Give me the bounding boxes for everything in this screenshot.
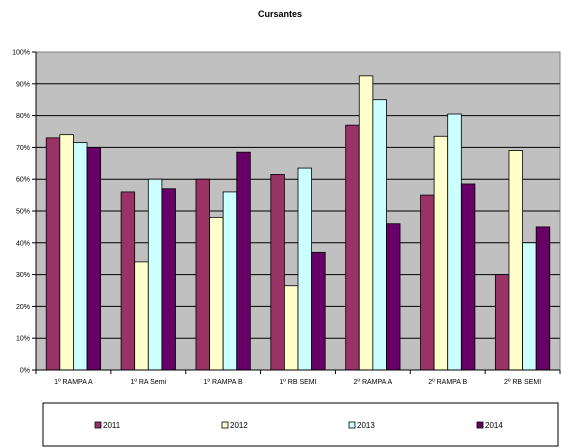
bar-2012-7	[508, 150, 523, 371]
bar-2012-5	[358, 75, 374, 371]
category-label: 1º RB SEMI	[279, 379, 316, 386]
bar-2013-5	[372, 99, 387, 371]
bar-2014-5	[386, 223, 401, 371]
bar-2014-4	[311, 251, 326, 371]
bar-2014-1	[86, 146, 102, 371]
bar-2012-2	[134, 261, 149, 371]
bar-2013-2	[147, 178, 163, 371]
bar-2013-6	[447, 113, 462, 371]
bar-2011-2	[120, 191, 136, 371]
bar-2012-1	[59, 134, 74, 371]
category-label: 1º RA Semi	[130, 379, 166, 386]
legend-label-2013: 2013	[357, 421, 375, 430]
y-tick-label: 10%	[16, 336, 30, 343]
bar-2011-6	[420, 194, 435, 371]
bar-2014-2	[161, 188, 176, 371]
legend-label-2012: 2012	[230, 421, 248, 430]
legend-swatch-2013	[348, 421, 356, 429]
legend-swatch-2011	[94, 421, 102, 429]
y-tick-label: 70%	[16, 145, 30, 152]
bar-2012-4	[283, 285, 299, 371]
category-label: 2º RAMPA A	[354, 379, 393, 386]
bar-2013-4	[297, 167, 313, 371]
bars	[45, 75, 551, 371]
bar-2013-1	[73, 142, 88, 371]
bar-2012-6	[433, 135, 449, 371]
bar-2013-7	[522, 242, 537, 371]
category-label: 1º RAMPA A	[54, 379, 93, 386]
y-tick-label: 0%	[20, 368, 30, 375]
legend-box	[42, 402, 559, 447]
y-tick-label: 30%	[16, 272, 30, 279]
legend-label-2014: 2014	[485, 421, 503, 430]
axes: 0% 10% 20% 30% 40% 50% 60% 70% 80% 90% 100% 1º RAMP…	[12, 50, 561, 386]
y-tick-label: 80%	[16, 113, 30, 120]
bar-2014-6	[460, 183, 476, 371]
y-tick-label: 20%	[16, 304, 30, 311]
y-tick-label: 100%	[12, 50, 30, 57]
legend-label-2011: 2011	[103, 421, 121, 430]
legend-swatch-2014	[476, 421, 484, 429]
bar-2011-4	[270, 174, 285, 371]
bar-2012-3	[209, 216, 224, 371]
bar-2014-7	[535, 226, 551, 371]
y-tick-label: 50%	[16, 209, 30, 216]
y-tick-label: 60%	[16, 177, 30, 184]
category-label: 2º RB SEMI	[504, 379, 541, 386]
bar-2014-3	[236, 151, 251, 371]
bar-2011-7	[494, 274, 510, 371]
y-tick-label: 40%	[16, 240, 30, 247]
bar-2011-5	[345, 124, 360, 371]
bar-2013-3	[222, 191, 238, 371]
legend-swatch-2012	[221, 421, 229, 429]
y-tick-label: 90%	[16, 81, 30, 88]
chart-title: Cursantes	[258, 9, 302, 19]
category-label: 1º RAMPA B	[204, 379, 243, 386]
bar-2011-1	[45, 137, 61, 371]
legend: 2011 2012 2013 2014	[42, 402, 559, 447]
bar-2011-3	[195, 178, 210, 371]
category-label: 2º RAMPA B	[428, 379, 467, 386]
